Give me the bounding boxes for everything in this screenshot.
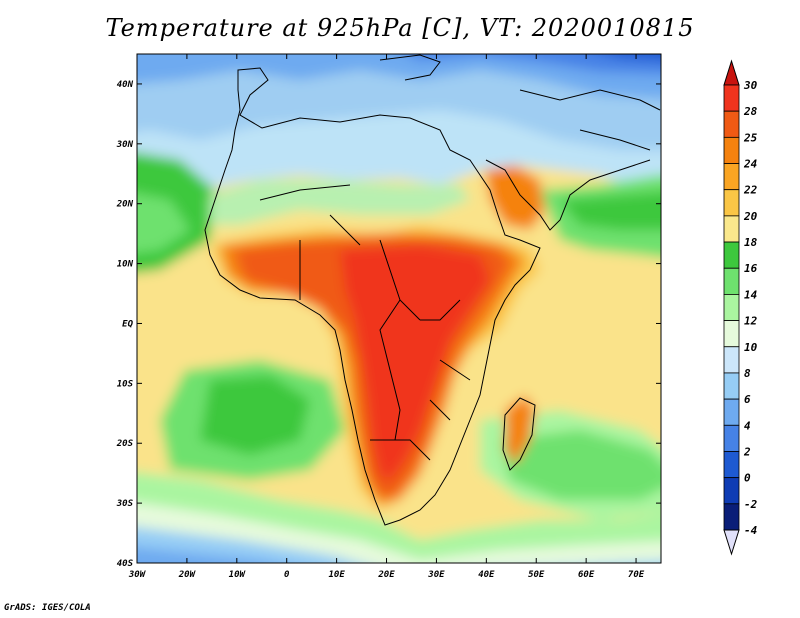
lon-label: 70E <box>628 570 645 580</box>
lat-label: 40S <box>117 559 134 569</box>
lon-label: 60E <box>578 570 595 580</box>
colorbar-label: 2 <box>743 445 751 458</box>
colorbar-label: 18 <box>744 236 758 249</box>
colorbar-swatch <box>723 477 740 505</box>
colorbar-swatch <box>723 294 740 321</box>
lat-label: 20S <box>116 439 134 449</box>
lat-label: 30S <box>116 499 134 509</box>
colorbar-label: 20 <box>743 210 758 223</box>
lon-label: 40E <box>478 570 495 580</box>
lon-label: 0 <box>284 570 290 580</box>
lon-label: 10E <box>328 570 345 580</box>
map-title: Temperature at 925hPa [C], VT: 202001081… <box>105 14 695 42</box>
lon-label: 20W <box>178 570 197 580</box>
colorbar-swatch <box>723 320 740 348</box>
colorbar-swatch <box>723 398 740 426</box>
lon-label: 30E <box>427 570 445 580</box>
colorbar-swatch <box>723 241 740 269</box>
longitude-labels: 30W 20W 10W 0 10E 20E 30E 40E 50E 60E 70E <box>128 570 645 580</box>
colorbar-swatch <box>723 267 740 295</box>
colorbar-swatch <box>723 110 740 138</box>
colorbar-swatch <box>723 372 740 400</box>
colorbar-label: 28 <box>743 105 758 118</box>
colorbar-label: 10 <box>744 341 758 354</box>
colorbar-swatch <box>723 84 740 112</box>
colorbar-label: 30 <box>743 79 758 92</box>
colorbar-swatch <box>723 451 740 479</box>
coastlines <box>204 54 661 526</box>
plot-frame <box>136 53 662 564</box>
colorbar-label: 14 <box>744 288 758 301</box>
colorbar-label: 6 <box>744 393 751 406</box>
lon-label: 30W <box>128 570 147 580</box>
colorbar-label: -4 <box>744 524 758 537</box>
colorbar-top-arrow <box>723 59 740 86</box>
colorbar-label: 25 <box>743 131 758 144</box>
lat-label: 10N <box>117 260 134 270</box>
colorbar-swatch <box>723 136 740 164</box>
axis-ticks <box>136 54 661 564</box>
colorbar-swatch <box>723 189 740 217</box>
lat-label: 30N <box>116 140 134 150</box>
lon-label: 10W <box>229 570 247 580</box>
colorbar-label: 0 <box>744 472 751 485</box>
lat-label: 20N <box>116 200 134 210</box>
lat-label: 40N <box>117 80 134 90</box>
colorbar-swatch <box>723 346 740 374</box>
colorbar-label: 22 <box>743 184 758 197</box>
colorbar-swatch <box>723 424 740 452</box>
colorbar-label: 16 <box>744 262 758 275</box>
colorbar-bottom-arrow <box>723 529 740 556</box>
colorbar-swatch <box>723 503 740 531</box>
colorbar-label: 8 <box>744 367 751 380</box>
grads-credit: GrADS: IGES/COLA <box>4 603 91 613</box>
colorbar-label: 24 <box>743 158 758 171</box>
colorbar-label: 12 <box>744 315 758 328</box>
lat-label: EQ <box>122 319 133 329</box>
colorbar-label: 4 <box>744 419 751 432</box>
colorbar-swatch <box>723 215 740 243</box>
colorbar-swatch <box>723 163 740 191</box>
lat-label: 10S <box>117 379 134 389</box>
latitude-labels: 40N 30N 20N 10N EQ 10S 20S 30S 40S <box>116 80 134 569</box>
lon-label: 50E <box>528 570 545 580</box>
colorbar-label: -2 <box>744 498 758 511</box>
temperature-field <box>137 54 661 563</box>
lon-label: 20E <box>377 570 395 580</box>
